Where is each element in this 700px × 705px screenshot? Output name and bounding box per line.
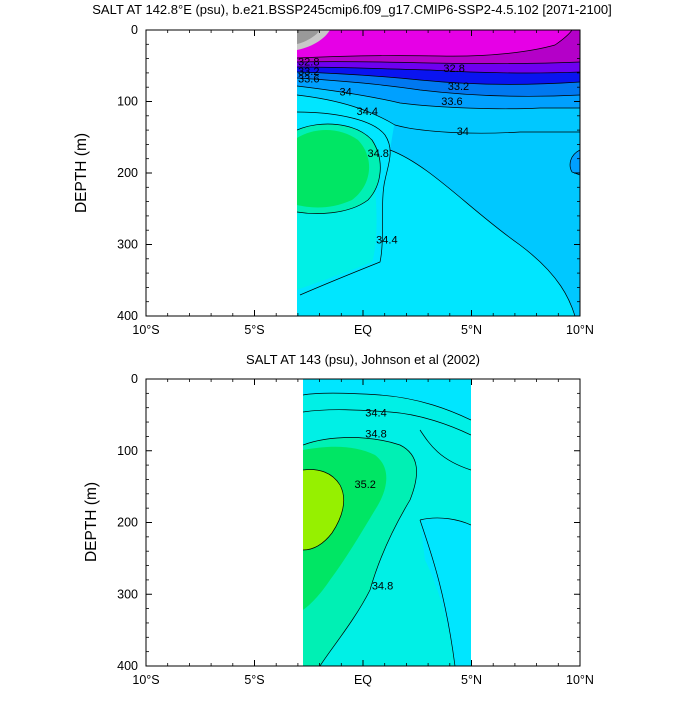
y-tick-label: 100 bbox=[117, 95, 138, 109]
top-contour-fills bbox=[297, 30, 580, 316]
bottom-title: SALT AT 143 (psu), Johnson et al (2002) bbox=[246, 352, 480, 367]
contour-label: 34.8 bbox=[367, 148, 388, 160]
x-tick-label: 10°N bbox=[566, 673, 594, 687]
contour-label: 34.4 bbox=[365, 408, 386, 420]
contour-label: 33.2 bbox=[298, 66, 319, 78]
contour-label: 34 bbox=[340, 86, 352, 98]
y-tick-label: 0 bbox=[131, 372, 138, 386]
contour-label: 32.8 bbox=[443, 63, 464, 75]
x-tick-label: 10°S bbox=[132, 673, 159, 687]
x-tick-label: 5°N bbox=[461, 323, 482, 337]
contour-label: 32.8 bbox=[298, 56, 319, 68]
bottom-y-axis-label: DEPTH (m) bbox=[83, 482, 100, 562]
bottom-contour-labels: 34.4 34.8 35.2 34.8 bbox=[354, 408, 393, 593]
contour-label: 33.6 bbox=[441, 96, 462, 108]
contour-label: 35.2 bbox=[354, 479, 375, 491]
contour-label: 34.8 bbox=[372, 581, 393, 593]
y-tick-label: 100 bbox=[117, 444, 138, 458]
top-salinity-panel: SALT AT 142.8°E (psu), b.e21.BSSP245cmip… bbox=[0, 0, 700, 350]
x-tick-label: 10°S bbox=[132, 323, 159, 337]
contour-label: 34.4 bbox=[357, 106, 378, 118]
bottom-contour-plot: SALT AT 143 (psu), Johnson et al (2002) … bbox=[83, 352, 594, 687]
x-tick-label: EQ bbox=[354, 323, 372, 337]
top-contour-plot: SALT AT 142.8°E (psu), b.e21.BSSP245cmip… bbox=[73, 2, 612, 337]
y-tick-label: 400 bbox=[117, 309, 138, 323]
contour-label: 34.4 bbox=[376, 234, 397, 246]
y-tick-label: 300 bbox=[117, 587, 138, 601]
bottom-contour-fills bbox=[303, 379, 471, 666]
y-tick-label: 200 bbox=[117, 166, 138, 180]
x-tick-label: 10°N bbox=[566, 323, 594, 337]
x-tick-label: 5°S bbox=[244, 323, 264, 337]
bottom-axis-ticks: 10°S 5°S EQ 5°N 10°N 0 100 200 300 400 bbox=[117, 372, 594, 687]
x-tick-label: 5°N bbox=[461, 673, 482, 687]
contour-label: 33.6 bbox=[298, 74, 319, 86]
x-tick-label: EQ bbox=[354, 673, 372, 687]
bottom-contour-lines bbox=[303, 392, 471, 666]
y-tick-label: 300 bbox=[117, 238, 138, 252]
x-tick-label: 5°S bbox=[244, 673, 264, 687]
top-contour-lines bbox=[297, 30, 580, 316]
contour-label: 34 bbox=[457, 126, 469, 138]
y-tick-label: 200 bbox=[117, 516, 138, 530]
bottom-salinity-panel: SALT AT 143 (psu), Johnson et al (2002) … bbox=[0, 350, 700, 700]
top-axis-ticks: 10°S 5°S EQ 5°N 10°N 0 100 200 300 400 bbox=[117, 23, 594, 337]
top-title: SALT AT 142.8°E (psu), b.e21.BSSP245cmip… bbox=[92, 2, 612, 17]
y-tick-label: 0 bbox=[131, 23, 138, 37]
contour-label: 33.2 bbox=[448, 81, 469, 93]
y-tick-label: 400 bbox=[117, 659, 138, 673]
contour-label: 34.8 bbox=[365, 429, 386, 441]
top-y-axis-label: DEPTH (m) bbox=[73, 133, 90, 213]
